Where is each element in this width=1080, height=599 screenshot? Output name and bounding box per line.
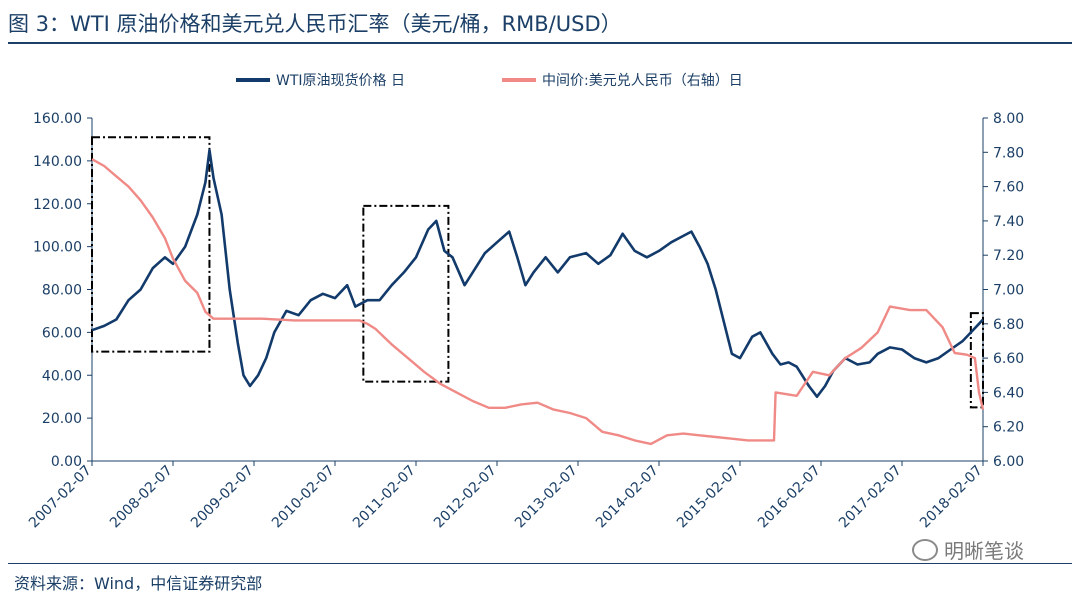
source-divider xyxy=(8,563,1072,564)
x-tick-label: 2017-02-07 xyxy=(836,463,905,532)
y-left-tick-label: 20.00 xyxy=(42,411,82,427)
legend-label: 中间价:美元兑人民币（右轴）日 xyxy=(542,73,743,89)
watermark: 明晰笔谈 xyxy=(912,535,1024,564)
series-line-wti xyxy=(91,148,984,398)
y-left-tick-label: 80.00 xyxy=(42,283,82,299)
source-note: 资料来源：Wind，中信证券研究部 xyxy=(14,574,263,593)
x-tick-label: 2016-02-07 xyxy=(755,463,824,532)
y-left-tick-label: 160.00 xyxy=(33,111,82,127)
x-tick-label: 2015-02-07 xyxy=(674,463,743,532)
highlight-boxes xyxy=(91,136,984,409)
highlight-box xyxy=(91,136,211,353)
wechat-icon xyxy=(912,538,938,561)
watermark-text: 明晰笔谈 xyxy=(944,539,1024,563)
y-left-tick-label: 0.00 xyxy=(51,454,82,470)
x-tick-label: 2018-02-07 xyxy=(917,463,986,532)
y-right-tick-label: 8.00 xyxy=(993,111,1024,127)
chart: 0.00 20.00 40.00 60.00 80.00 100.00 120.00 140.… xyxy=(26,72,1024,531)
x-tick-label: 2014-02-07 xyxy=(593,463,662,532)
x-tick-label: 2013-02-07 xyxy=(512,463,581,532)
y-left-tick-label: 100.00 xyxy=(33,240,82,256)
y-right-tick-label: 7.20 xyxy=(993,248,1024,264)
highlight-box xyxy=(362,204,450,383)
y-right-tick-label: 7.60 xyxy=(993,180,1024,196)
y-left-tick-label: 140.00 xyxy=(33,154,82,170)
x-tick-label: 2011-02-07 xyxy=(350,463,419,532)
x-tick-label: 2009-02-07 xyxy=(188,463,257,532)
x-tick-label: 2010-02-07 xyxy=(269,463,338,532)
chart-title: 图 3：WTI 原油价格和美元兑人民币汇率（美元/桶，RMB/USD） xyxy=(8,12,622,36)
x-tick-label: 2008-02-07 xyxy=(107,463,176,532)
x-tick-label: 2007-02-07 xyxy=(26,463,95,532)
x-tick-label: 2012-02-07 xyxy=(431,463,500,532)
series-layer xyxy=(91,148,985,446)
y-right-tick-label: 6.80 xyxy=(993,317,1024,333)
legend: WTI原油现货价格 日 中间价:美元兑人民币（右轴）日 xyxy=(236,72,743,89)
y-right-tick-label: 6.40 xyxy=(993,385,1024,401)
y-right-tick-label: 6.20 xyxy=(993,420,1024,436)
title-divider xyxy=(8,42,1072,44)
axes-layer: 0.00 20.00 40.00 60.00 80.00 100.00 120.00 140.… xyxy=(26,111,1024,531)
y-left-tick-label: 120.00 xyxy=(33,197,82,213)
y-right-tick-label: 7.80 xyxy=(993,145,1024,161)
y-right-tick-label: 7.40 xyxy=(993,214,1024,230)
legend-label: WTI原油现货价格 日 xyxy=(276,72,405,89)
y-right-tick-label: 6.00 xyxy=(993,454,1024,470)
y-left-tick-label: 40.00 xyxy=(42,368,82,384)
series-line-cny xyxy=(91,158,985,446)
y-right-tick-label: 7.00 xyxy=(993,283,1024,299)
y-right-tick-label: 6.60 xyxy=(993,351,1024,367)
highlight-box xyxy=(969,312,984,409)
y-left-tick-label: 60.00 xyxy=(42,325,82,341)
